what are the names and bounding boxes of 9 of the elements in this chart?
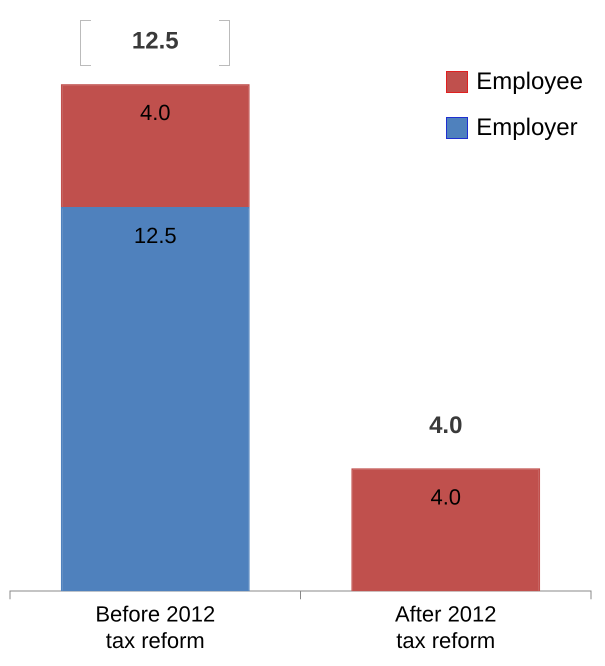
x-tick-label: After 2012 tax reform	[394, 601, 497, 653]
data-label: 4.0	[430, 484, 462, 510]
annotation: 4.0	[429, 412, 462, 439]
x-tick-label: Before 2012 tax reform	[95, 601, 216, 653]
data-label: 4.0	[140, 100, 171, 126]
data-label: 12.5	[134, 223, 177, 248]
legend-label: Employer	[476, 114, 578, 142]
annotation: 12.5	[132, 28, 179, 55]
legend-label: Employee	[476, 68, 583, 96]
